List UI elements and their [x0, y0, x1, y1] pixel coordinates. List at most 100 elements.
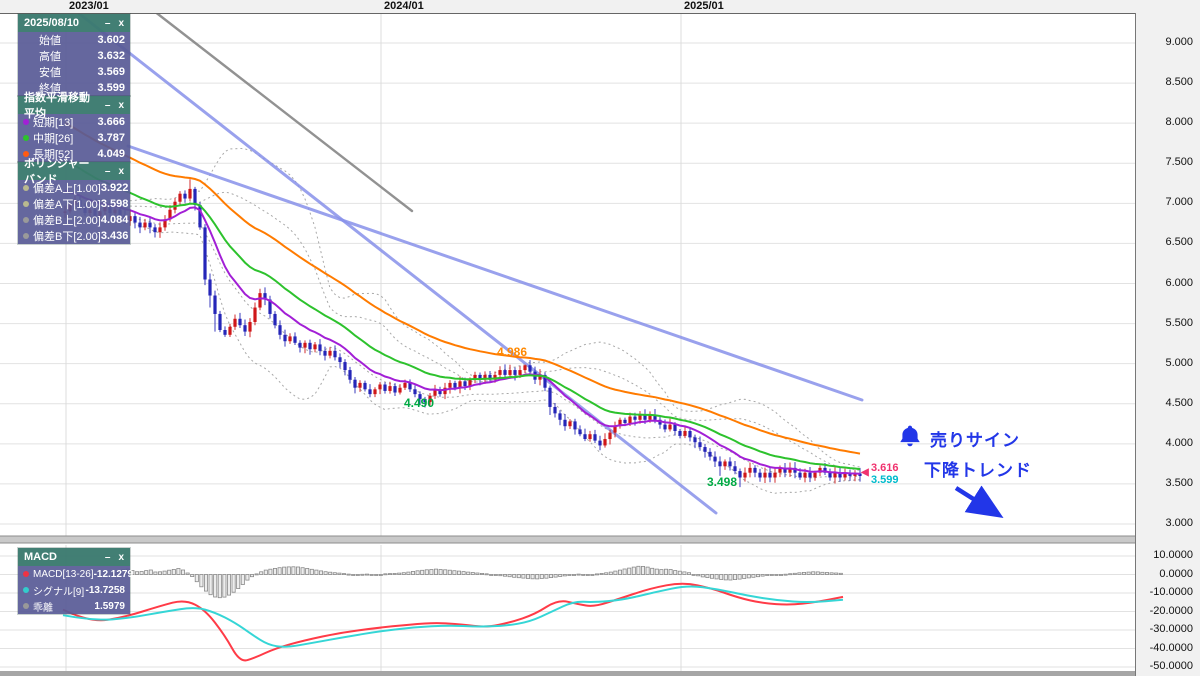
close-icon[interactable]: x: [118, 99, 124, 111]
candle[interactable]: [198, 204, 202, 228]
candle[interactable]: [583, 434, 587, 440]
candle[interactable]: [403, 382, 407, 388]
candle[interactable]: [843, 472, 847, 478]
candle[interactable]: [543, 374, 547, 388]
candle[interactable]: [858, 473, 862, 476]
candle[interactable]: [423, 398, 427, 403]
candle[interactable]: [213, 295, 217, 314]
candle[interactable]: [708, 451, 712, 457]
candle[interactable]: [713, 456, 717, 462]
candle[interactable]: [498, 370, 502, 375]
candle[interactable]: [568, 421, 572, 427]
ema-panel[interactable]: 指数平滑移動平均 – x 短期[13] 3.666 中期[26] 3.787 長期[…: [18, 92, 130, 162]
candle[interactable]: [558, 413, 562, 420]
candle[interactable]: [358, 382, 362, 388]
candle[interactable]: [803, 472, 807, 478]
candle[interactable]: [148, 222, 152, 228]
candle[interactable]: [648, 414, 652, 420]
candle[interactable]: [233, 318, 237, 327]
candle[interactable]: [483, 374, 487, 380]
candle[interactable]: [678, 431, 682, 436]
candle[interactable]: [458, 381, 462, 388]
trendline[interactable]: [126, 144, 864, 402]
candle[interactable]: [133, 216, 137, 223]
candle[interactable]: [663, 424, 667, 430]
close-icon[interactable]: x: [118, 551, 124, 563]
candle[interactable]: [323, 350, 327, 356]
candle[interactable]: [253, 307, 257, 322]
candle[interactable]: [623, 419, 627, 423]
candle[interactable]: [548, 387, 552, 407]
candle[interactable]: [438, 389, 442, 395]
candle[interactable]: [508, 370, 512, 375]
candle[interactable]: [788, 467, 792, 473]
candle[interactable]: [433, 389, 437, 396]
candle[interactable]: [798, 472, 802, 478]
candle[interactable]: [693, 437, 697, 443]
candle[interactable]: [603, 439, 607, 446]
candle[interactable]: [453, 382, 457, 388]
candle[interactable]: [468, 379, 472, 387]
candle[interactable]: [463, 381, 467, 387]
candle[interactable]: [278, 325, 282, 335]
candle[interactable]: [183, 193, 187, 199]
candle[interactable]: [318, 344, 322, 351]
candle[interactable]: [313, 344, 317, 350]
candle[interactable]: [738, 471, 742, 478]
candle[interactable]: [273, 313, 277, 326]
candle[interactable]: [338, 357, 342, 363]
candle[interactable]: [758, 472, 762, 478]
candle[interactable]: [208, 279, 212, 296]
candle[interactable]: [383, 384, 387, 391]
bollinger-panel-header[interactable]: ボリンジャーバンド – x: [18, 158, 130, 186]
candle[interactable]: [823, 467, 827, 473]
candle[interactable]: [378, 384, 382, 390]
candle[interactable]: [363, 382, 367, 390]
candle[interactable]: [748, 467, 752, 473]
candle[interactable]: [218, 313, 222, 330]
candle[interactable]: [573, 421, 577, 430]
candle[interactable]: [128, 216, 132, 221]
candle[interactable]: [348, 370, 352, 380]
candle[interactable]: [628, 416, 632, 423]
candle[interactable]: [808, 472, 812, 478]
candle[interactable]: [333, 350, 337, 358]
close-icon[interactable]: x: [118, 165, 124, 177]
candle[interactable]: [513, 370, 517, 375]
candle[interactable]: [613, 426, 617, 433]
candle[interactable]: [668, 424, 672, 430]
candle[interactable]: [168, 209, 172, 220]
candle[interactable]: [743, 472, 747, 478]
candle[interactable]: [783, 467, 787, 473]
candle[interactable]: [828, 472, 832, 478]
candle[interactable]: [268, 299, 272, 314]
candle[interactable]: [793, 467, 797, 473]
minimize-icon[interactable]: –: [104, 551, 111, 563]
candle[interactable]: [373, 389, 377, 395]
candle[interactable]: [638, 414, 642, 420]
candle[interactable]: [153, 227, 157, 233]
candle[interactable]: [428, 395, 432, 403]
candle[interactable]: [768, 472, 772, 478]
candle[interactable]: [308, 342, 312, 350]
minimize-icon[interactable]: –: [104, 99, 111, 111]
candle[interactable]: [833, 472, 837, 478]
candle[interactable]: [248, 321, 252, 332]
candle[interactable]: [578, 429, 582, 435]
candle[interactable]: [343, 362, 347, 371]
candle[interactable]: [388, 386, 392, 391]
candle[interactable]: [413, 389, 417, 395]
candle[interactable]: [398, 387, 402, 393]
candle[interactable]: [488, 374, 492, 380]
minimize-icon[interactable]: –: [104, 17, 111, 29]
candle[interactable]: [703, 447, 707, 452]
candle[interactable]: [633, 416, 637, 420]
downtrend-arrow-icon[interactable]: [948, 478, 1018, 526]
candle[interactable]: [723, 461, 727, 467]
candle[interactable]: [243, 325, 247, 332]
candle[interactable]: [143, 222, 147, 228]
candle[interactable]: [238, 318, 242, 326]
candle[interactable]: [838, 472, 842, 478]
candle[interactable]: [593, 434, 597, 441]
macd-panel[interactable]: MACD – x MACD[13-26] -12.1279 シグナル[9] -13.…: [18, 548, 133, 614]
